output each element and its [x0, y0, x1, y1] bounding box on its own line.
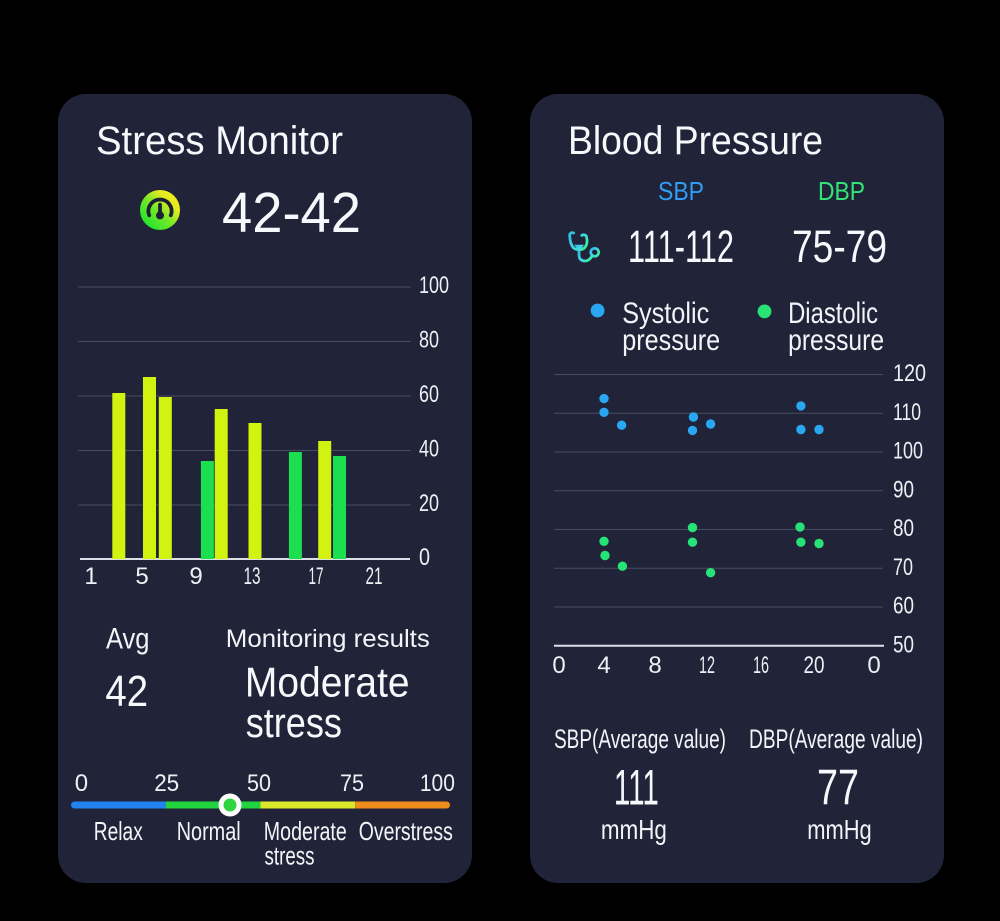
- svg-text:25: 25: [154, 770, 179, 797]
- svg-text:SBP(Average value): SBP(Average value): [554, 724, 726, 754]
- svg-text:70: 70: [893, 554, 913, 581]
- svg-text:100: 100: [419, 272, 449, 299]
- svg-text:0: 0: [552, 652, 565, 679]
- svg-text:stress: stress: [246, 699, 342, 746]
- svg-text:Diastolic: Diastolic: [788, 297, 878, 330]
- svg-text:17: 17: [309, 563, 324, 590]
- svg-text:13: 13: [244, 563, 261, 590]
- svg-text:16: 16: [753, 652, 769, 679]
- svg-text:Monitoring results: Monitoring results: [226, 625, 430, 653]
- svg-text:stress: stress: [265, 841, 315, 871]
- svg-text:4: 4: [597, 652, 610, 679]
- svg-text:100: 100: [420, 770, 455, 797]
- svg-text:0: 0: [419, 544, 430, 571]
- svg-text:60: 60: [419, 381, 439, 408]
- svg-text:Avg: Avg: [106, 623, 150, 656]
- svg-text:111-112: 111-112: [628, 221, 734, 272]
- svg-text:Systolic: Systolic: [622, 297, 709, 330]
- svg-text:12: 12: [699, 652, 715, 679]
- svg-text:120: 120: [893, 360, 926, 387]
- svg-text:42: 42: [105, 667, 148, 716]
- svg-text:90: 90: [893, 476, 914, 503]
- svg-text:75: 75: [340, 770, 364, 797]
- svg-text:111: 111: [614, 760, 659, 816]
- svg-text:DBP: DBP: [818, 176, 865, 206]
- svg-text:0: 0: [75, 770, 88, 797]
- svg-text:Moderate: Moderate: [264, 816, 347, 846]
- svg-text:mmHg: mmHg: [601, 814, 667, 845]
- svg-text:Blood Pressure: Blood Pressure: [568, 119, 823, 163]
- svg-text:Relax: Relax: [94, 816, 143, 846]
- svg-text:pressure: pressure: [622, 324, 720, 357]
- svg-text:50: 50: [893, 631, 914, 658]
- svg-text:pressure: pressure: [788, 324, 884, 357]
- svg-text:0: 0: [867, 652, 880, 679]
- svg-text:Overstress: Overstress: [359, 816, 453, 846]
- svg-text:50: 50: [247, 770, 271, 797]
- svg-text:mmHg: mmHg: [807, 814, 872, 845]
- svg-text:5: 5: [135, 563, 148, 590]
- svg-text:9: 9: [189, 563, 202, 590]
- svg-text:77: 77: [817, 760, 859, 816]
- svg-text:SBP: SBP: [658, 176, 704, 206]
- svg-text:100: 100: [893, 438, 923, 465]
- svg-text:20: 20: [804, 652, 825, 679]
- svg-text:40: 40: [419, 436, 439, 463]
- svg-text:Moderate: Moderate: [245, 658, 410, 705]
- svg-text:60: 60: [893, 593, 914, 620]
- svg-text:8: 8: [648, 652, 661, 679]
- svg-text:80: 80: [893, 515, 914, 542]
- svg-text:Stress Monitor: Stress Monitor: [96, 119, 343, 163]
- svg-text:42-42: 42-42: [222, 181, 361, 245]
- svg-text:21: 21: [366, 563, 383, 590]
- svg-text:DBP(Average value): DBP(Average value): [749, 724, 923, 754]
- svg-text:1: 1: [84, 563, 97, 590]
- svg-text:75-79: 75-79: [792, 221, 887, 272]
- svg-text:80: 80: [419, 327, 439, 354]
- svg-text:20: 20: [419, 490, 439, 517]
- svg-text:Normal: Normal: [177, 816, 241, 846]
- svg-text:110: 110: [893, 399, 921, 426]
